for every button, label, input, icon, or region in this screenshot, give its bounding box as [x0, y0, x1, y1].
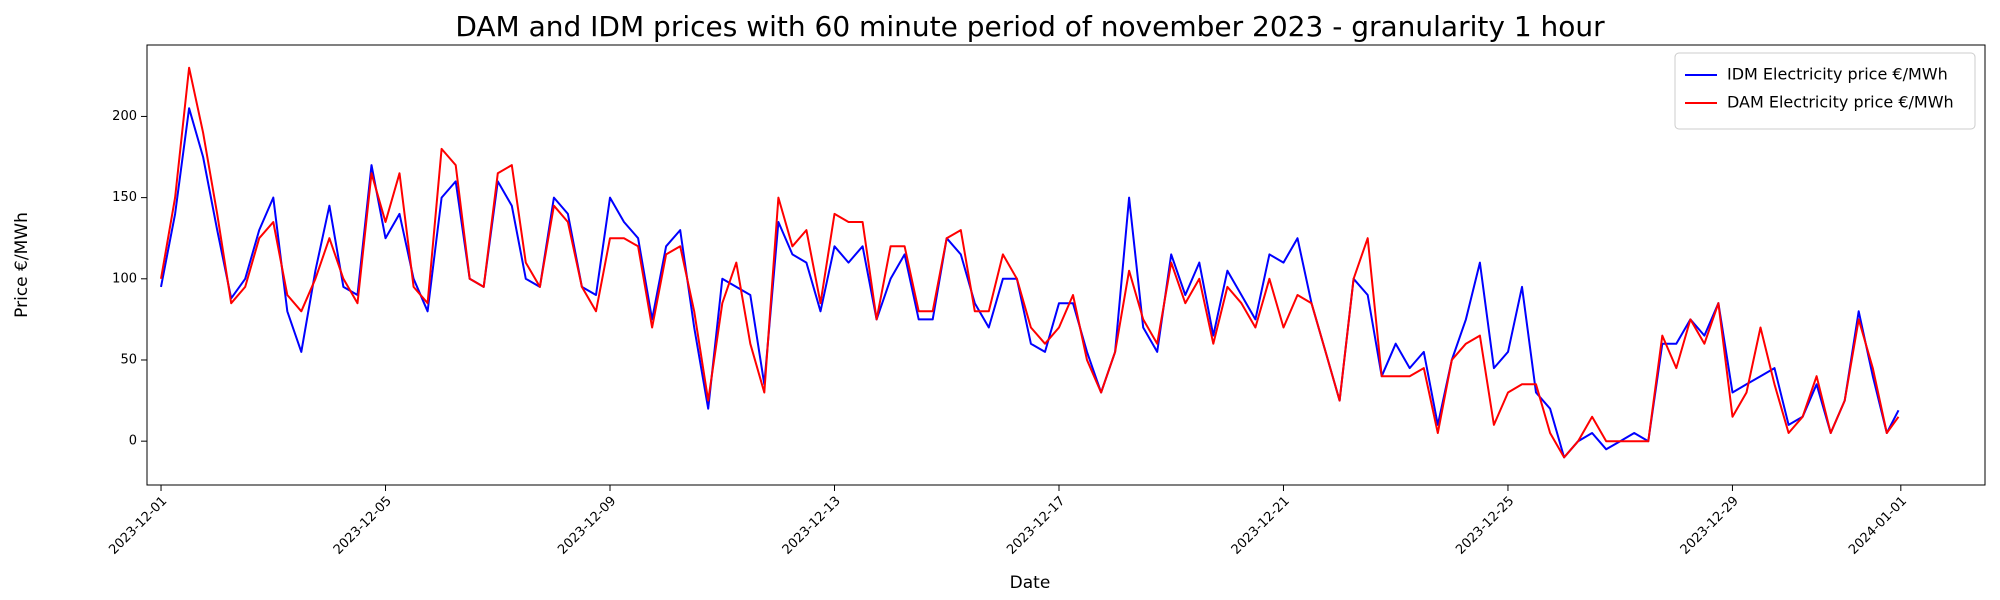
legend-label: DAM Electricity price €/MWh	[1727, 93, 1954, 112]
chart-title: DAM and IDM prices with 60 minute period…	[455, 10, 1605, 43]
legend-box	[1674, 52, 1976, 130]
x-tick-label: 2023-12-17	[1004, 494, 1068, 558]
x-tick-label: 2023-12-13	[780, 494, 844, 558]
x-tick-label: 2023-12-09	[555, 494, 619, 558]
y-tick-label: 200	[112, 109, 137, 124]
y-axis-label: Price €/MWh	[12, 212, 32, 318]
x-axis-label: Date	[1010, 573, 1051, 593]
series-line	[160, 107, 1900, 459]
legend: IDM Electricity price €/MWh DAM Electrici…	[1674, 52, 1976, 130]
x-tick-label: 2023-12-25	[1453, 494, 1517, 558]
plot-frame	[146, 44, 1986, 486]
y-tick-label: 100	[112, 271, 137, 286]
y-tick-label: 50	[120, 352, 137, 367]
x-tick-label: 2023-12-01	[106, 494, 170, 558]
series-line	[160, 66, 1900, 459]
x-tick-label: 2024-01-01	[1846, 494, 1910, 558]
x-tick-label: 2023-12-21	[1229, 494, 1293, 558]
x-tick-label: 2023-12-05	[331, 494, 395, 558]
y-tick-label: 150	[112, 190, 137, 205]
legend-label: IDM Electricity price €/MWh	[1727, 65, 1948, 84]
y-tick-label: 0	[129, 434, 137, 449]
x-tick-label: 2023-12-29	[1678, 494, 1742, 558]
